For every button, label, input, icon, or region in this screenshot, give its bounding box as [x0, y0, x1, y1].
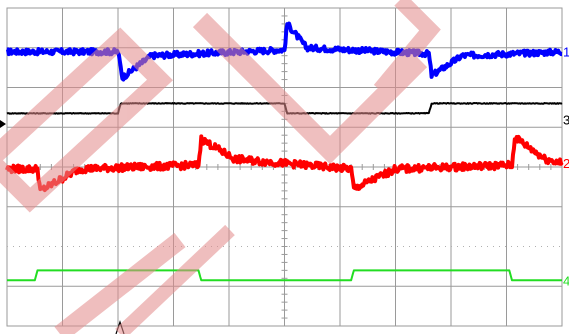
trace-ch2 — [5, 134, 564, 193]
watermark-shape — [0, 27, 173, 213]
watermark-shape — [54, 232, 186, 334]
channel-marker-4: 4 — [563, 273, 569, 288]
trace-ch4 — [6, 269, 563, 282]
watermark — [0, 0, 441, 334]
channel-marker-1: 1 — [563, 45, 569, 60]
watermark-shape — [373, 0, 441, 96]
trigger-level-arrow — [0, 120, 6, 128]
channel-marker-3: 3 — [563, 112, 569, 127]
watermark-shape — [115, 224, 235, 334]
channel-marker-2: 2 — [563, 156, 569, 171]
